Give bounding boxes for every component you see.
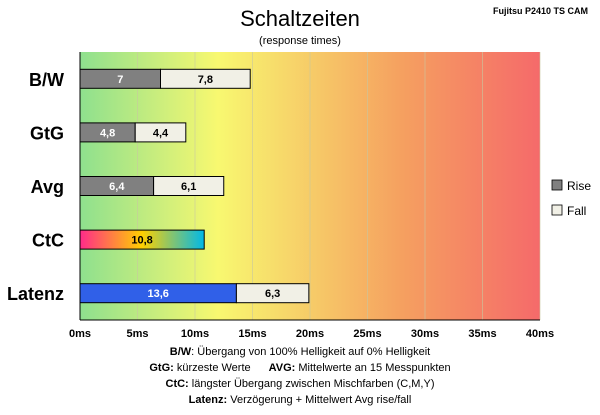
category-label: Avg (31, 177, 64, 197)
legend-label-fall: Fall (567, 204, 586, 218)
bar-rise-label: 7 (117, 74, 123, 86)
footer-key-latenz: Latenz: (188, 394, 228, 406)
x-tick-label: 0ms (69, 328, 91, 340)
footer-key-ctc: CtC: (165, 378, 189, 390)
footer-line-bw: B/W: Übergang von 100% Helligkeit auf 0%… (0, 344, 600, 360)
footer-notes: B/W: Übergang von 100% Helligkeit auf 0%… (0, 344, 600, 408)
footer-line-ctc: CtC: längster Übergang zwischen Mischfar… (0, 376, 600, 392)
bar-fall (153, 176, 225, 196)
footer-text-avg: Mittelwerte an 15 Messpunkten (295, 362, 451, 374)
footer-text-ctc: längster Übergang zwischen Mischfarben (… (188, 378, 435, 390)
footer-line-latenz: Latenz: Verzögerung + Mittelwert Avg ris… (0, 392, 600, 408)
footer-text-gtg: kürzeste Werte (173, 362, 251, 374)
x-tick-label: 5ms (126, 328, 148, 340)
x-tick-label: 20ms (296, 328, 324, 340)
bar-fall-label: 4,4 (153, 127, 169, 139)
x-tick-label: 25ms (353, 328, 381, 340)
legend-swatch-rise (551, 179, 563, 191)
x-tick-label: 30ms (411, 328, 439, 340)
footer-line-gtg-avg: GtG: kürzeste Werte AVG: Mittelwerte an 1… (0, 360, 600, 376)
category-label: Latenz (7, 284, 64, 304)
bar-fall-label: 6,3 (265, 288, 280, 300)
bar-rise-label: 6,4 (109, 181, 125, 193)
footer-key-bw: B/W (169, 346, 192, 358)
source-label: Fujitsu P2410 TS CAM (492, 6, 588, 16)
bar-fall (235, 283, 310, 304)
chart-subtitle: (response times) (259, 35, 341, 47)
bar-fall-label: 7,8 (198, 74, 213, 86)
legend-swatch-fall (551, 204, 563, 216)
footer-text-latenz: Verzögerung + Mittelwert Avg rise/fall (227, 394, 412, 406)
x-tick-label: 10ms (181, 328, 209, 340)
bar-fall (160, 68, 251, 89)
bar-rise-label: 13,6 (147, 288, 168, 300)
bar-rise-label: 10,8 (131, 235, 152, 247)
bar-fall (134, 122, 187, 143)
footer-text-bw: : Übergang von 100% Helligkeit auf 0% He… (191, 346, 431, 358)
legend-label-rise: Rise (567, 179, 591, 193)
x-tick-label: 35ms (468, 328, 496, 340)
footer-key-avg: AVG: (268, 362, 296, 374)
category-label: CtC (32, 231, 64, 251)
category-label: GtG (30, 123, 64, 143)
x-tick-label: 15ms (238, 328, 266, 340)
category-label: B/W (29, 70, 64, 90)
x-tick-label: 40ms (526, 328, 554, 340)
footer-key-gtg: GtG: (149, 362, 174, 374)
bar-rise-label: 4,8 (100, 127, 115, 139)
chart-title: Schaltzeiten (240, 6, 360, 31)
bar-fall-label: 6,1 (181, 181, 196, 193)
